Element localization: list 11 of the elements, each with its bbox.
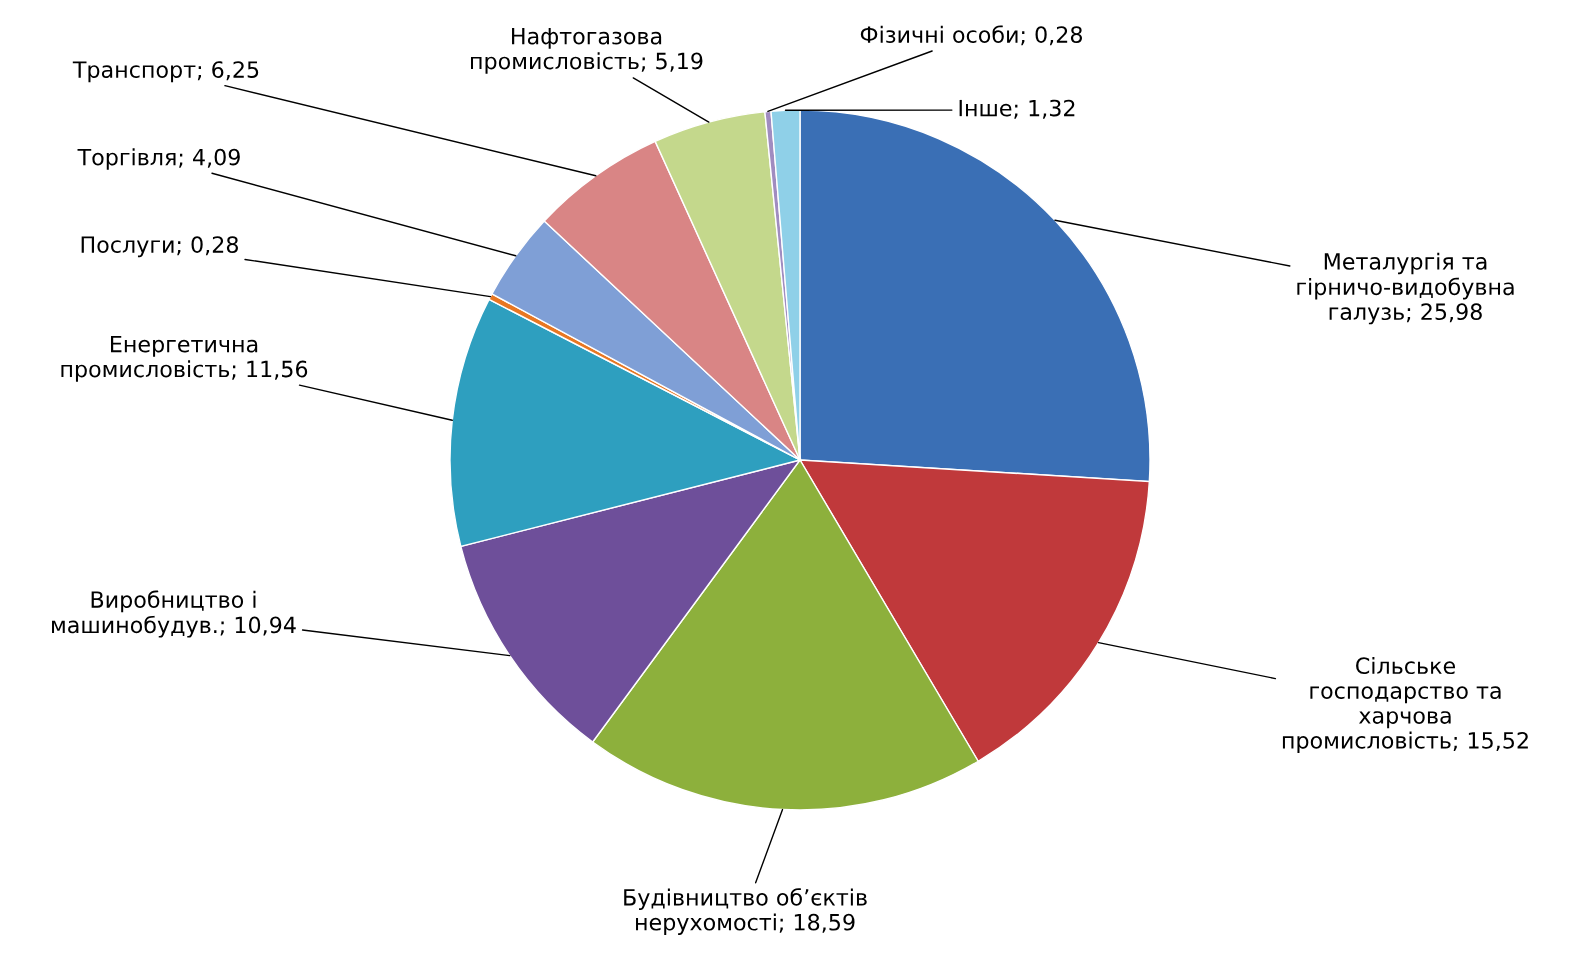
slice-label: Фізичні особи; 0,28 <box>860 25 1083 46</box>
slice-label: Торгівля; 4,09 <box>77 148 240 170</box>
slice-label: Інше; 1,32 <box>959 99 1075 119</box>
slice-label: Виробництво і машинобудув.; 10,94 <box>52 590 296 638</box>
slice-label: Енергетична промисловість; 11,56 <box>61 335 308 382</box>
slice-label: Транспорт; 6,25 <box>72 61 259 83</box>
slice-label: Послуги; 0,28 <box>81 236 238 258</box>
slice-label: Сільське господарство та харчова промисловість; 15,52 <box>1282 656 1528 754</box>
slice-label: Будівництво об’єктів нерухомості; 18,59 <box>624 888 867 935</box>
slice-label: Металургія та гірничо-видобувна галузь; 25,98 <box>1297 252 1514 325</box>
slice-label: Нафтогазова промисловість; 5,19 <box>471 27 703 74</box>
